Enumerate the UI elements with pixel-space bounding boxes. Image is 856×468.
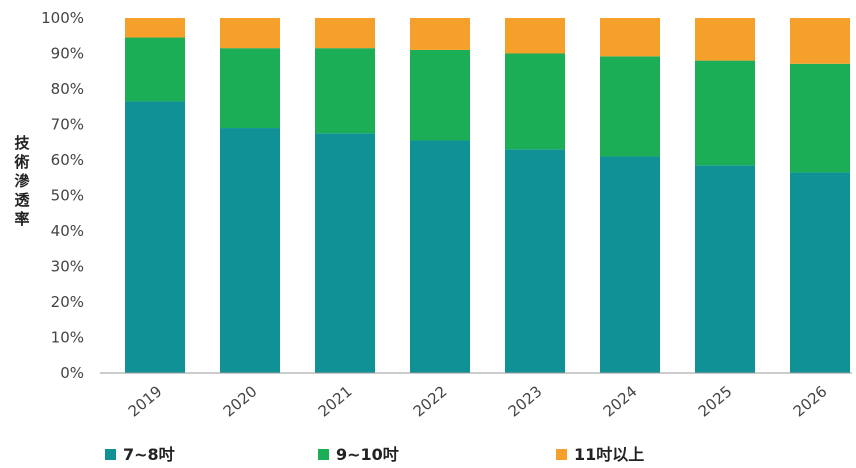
bar-segment-series-2: [220, 18, 280, 49]
bar-segment-series-0: [315, 133, 375, 373]
bar-segment-series-2: [125, 18, 185, 38]
legend-swatch-series-2: [556, 449, 567, 460]
x-tick-label: 2023: [505, 382, 546, 420]
y-tick-label: 30%: [51, 258, 84, 276]
bar-segment-series-1: [315, 48, 375, 134]
y-tick-label: 10%: [51, 329, 84, 347]
y-tick-label: 50%: [51, 187, 84, 205]
x-tick-label: 2026: [790, 382, 831, 420]
bar-segment-series-1: [505, 53, 565, 150]
x-tick-label: 2022: [410, 382, 451, 420]
y-tick-label: 20%: [51, 293, 84, 311]
x-tick-label: 2025: [695, 382, 736, 420]
y-tick-label: 80%: [51, 80, 84, 98]
bar-segment-series-0: [600, 156, 660, 373]
x-tick-label: 2019: [125, 382, 166, 420]
y-tick-label: 60%: [51, 151, 84, 169]
x-tick-label: 2020: [220, 382, 261, 420]
legend-swatch-series-1: [318, 449, 329, 460]
bar-segment-series-2: [315, 18, 375, 49]
legend-label-series-2: 11吋以上: [574, 445, 644, 464]
bar-segment-series-0: [505, 149, 565, 373]
y-axis-title-char: 滲: [14, 172, 30, 190]
y-tick-label: 100%: [41, 9, 84, 27]
x-axis-ticks: 2019 2020 2021 2022 2023 2024 2025 2026: [125, 382, 831, 420]
bar-segment-series-0: [695, 165, 755, 373]
bar-segment-series-2: [790, 18, 850, 64]
bars: [125, 18, 850, 374]
bar-segment-series-0: [125, 101, 185, 374]
legend-label-series-0: 7~8吋: [123, 445, 175, 464]
legend-swatch-series-0: [105, 449, 116, 460]
bar-segment-series-0: [790, 172, 850, 373]
x-tick-label: 2021: [315, 382, 356, 420]
bar-segment-series-1: [790, 63, 850, 173]
bar-segment-series-0: [410, 140, 470, 373]
bar-segment-series-1: [220, 48, 280, 129]
bar-segment-series-2: [600, 18, 660, 57]
y-axis-title-char: 率: [14, 210, 29, 228]
y-tick-label: 90%: [51, 45, 84, 63]
bar-segment-series-1: [125, 37, 185, 102]
y-tick-label: 0%: [60, 364, 84, 382]
y-tick-label: 40%: [51, 222, 84, 240]
y-axis-title-char: 透: [14, 191, 30, 209]
bar-segment-series-0: [220, 128, 280, 373]
x-tick-label: 2024: [600, 382, 641, 420]
bar-segment-series-1: [410, 49, 470, 141]
y-axis-ticks: 0% 10% 20% 30% 40% 50% 60% 70% 80% 90% 100%: [41, 9, 84, 382]
legend-label-series-1: 9~10吋: [336, 445, 399, 464]
y-axis-title-char: 術: [13, 153, 29, 171]
bar-segment-series-1: [600, 56, 660, 157]
bar-segment-series-2: [410, 18, 470, 50]
y-tick-label: 70%: [51, 116, 84, 134]
bar-segment-series-1: [695, 60, 755, 166]
legend: 7~8吋 9~10吋 11吋以上: [105, 445, 644, 464]
bar-segment-series-2: [505, 18, 565, 54]
y-axis-title-char: 技: [14, 134, 30, 152]
bar-segment-series-2: [695, 18, 755, 61]
